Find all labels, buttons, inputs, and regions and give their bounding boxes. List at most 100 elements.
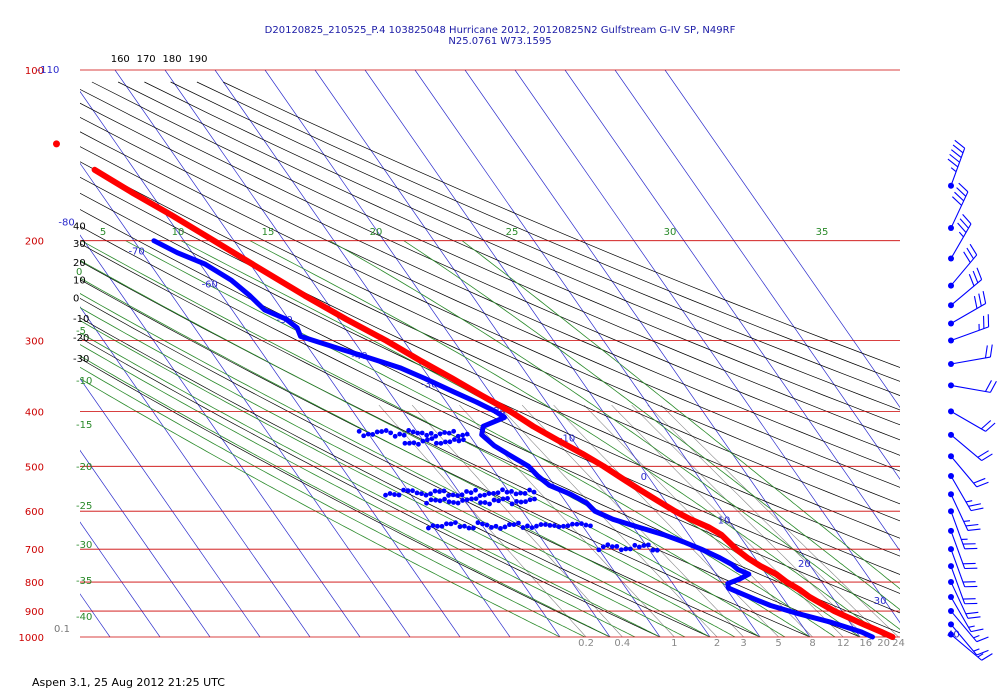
dewpoint-scatter-dot	[356, 428, 362, 434]
isotherm-label: -70	[128, 246, 144, 257]
dewpoint-scatter-dot	[552, 523, 557, 528]
dry-adiabat-label: 0	[73, 294, 79, 305]
dry-adiabat-label: 10	[73, 275, 86, 286]
dewpoint-scatter-dot	[435, 523, 440, 529]
dewpoint-scatter-dot	[468, 490, 474, 496]
pressure-label: 200	[25, 237, 44, 248]
dewpoint-scatter-dot	[583, 522, 589, 528]
dewpoint-scatter-dot	[456, 438, 462, 444]
mixing-ratio-label: 20	[877, 638, 890, 649]
dewpoint-scatter-dot	[387, 491, 393, 496]
dewpoint-scatter-dot	[423, 492, 429, 498]
temperature-isolated-point	[52, 140, 60, 148]
wind-barb-staff	[950, 455, 978, 488]
wind-barb-feather	[954, 191, 965, 202]
wind-barb-feather	[958, 182, 969, 193]
wind-barb	[948, 344, 993, 367]
dewpoint-scatter-dot	[498, 526, 503, 531]
dry-adiabat-line	[80, 131, 900, 505]
dry-adiabat-line	[80, 260, 861, 637]
wind-barb	[948, 527, 978, 570]
dewpoint-scatter-dot	[574, 521, 580, 527]
pressure-label: 500	[25, 462, 44, 473]
dewpoint-scatter-dot	[441, 488, 447, 494]
dewpoint-scatter-dot	[489, 525, 494, 530]
isotherm-line	[314, 70, 711, 637]
dry-adiabat-line	[80, 209, 900, 594]
isotherm-line	[80, 521, 161, 637]
wind-barb	[948, 593, 984, 633]
dewpoint-scatter-dot	[556, 524, 562, 530]
isotherm-label: 10	[718, 515, 731, 526]
dry-adiabat-line	[80, 161, 900, 539]
dry-adiabat-line	[170, 81, 900, 396]
wind-barb-feather	[947, 158, 959, 168]
dewpoint-scatter-dot	[486, 491, 492, 496]
dewpoint-scatter-dot	[452, 437, 457, 442]
wind-barb-feather	[967, 616, 981, 619]
dewpoint-scatter-dot	[450, 492, 456, 498]
wind-barb-feather	[952, 144, 964, 154]
wind-barb-staff	[950, 434, 982, 461]
wind-barb	[948, 453, 989, 488]
wind-barb-half-feather	[965, 500, 973, 503]
dewpoint-scatter-dot	[588, 523, 593, 529]
dry-adiabat-line	[80, 176, 900, 557]
wind-barb-staff	[950, 303, 986, 325]
dewpoint-scatter-dot	[579, 521, 584, 527]
wind-barb-staff	[950, 581, 969, 619]
wind-barb-staff	[950, 191, 969, 229]
dry-adiabat-line	[222, 81, 900, 368]
dewpoint-scatter-dot	[374, 429, 380, 435]
wind-barb-feather	[976, 267, 983, 280]
dewpoint-scatter-dot	[446, 430, 452, 436]
dewpoint-scatter-dot	[428, 430, 434, 436]
dewpoint-scatter-dot	[455, 500, 461, 506]
dewpoint-scatter-dot	[473, 487, 478, 493]
dewpoint-scatter-dot	[513, 491, 519, 497]
isotherm-label: 0	[641, 472, 647, 483]
dewpoint-scatter-dot	[459, 492, 465, 498]
dewpoint-scatter-dot	[433, 497, 438, 503]
dewpoint-scatter-dot	[437, 489, 442, 494]
wind-barb-half-feather	[973, 635, 980, 639]
wind-barbs	[947, 139, 997, 661]
dewpoint-scatter-dot	[437, 498, 443, 504]
moist-adiabat-left-label: 0	[76, 267, 82, 278]
moist-adiabat-line	[180, 240, 861, 637]
mixing-ratio-line	[378, 404, 587, 637]
moist-adiabat-left-label: -5	[76, 326, 86, 337]
pressure-label: 100	[25, 66, 44, 77]
dewpoint-scatter-dot	[388, 430, 394, 436]
dry-adiabat-line	[80, 88, 900, 456]
isotherm-label: -80	[58, 217, 74, 228]
dewpoint-scatter-dot	[451, 500, 456, 505]
isotherm-line	[80, 90, 461, 637]
dewpoint-scatter-dot	[444, 521, 449, 527]
dewpoint-scatter-dot	[516, 520, 521, 526]
theta-top-label: 170	[137, 54, 156, 65]
wind-barb-half-feather	[950, 167, 957, 173]
wind-barb-feather	[962, 214, 972, 225]
wind-barb-feather	[951, 149, 962, 158]
mixing-ratio-line	[497, 404, 718, 637]
dewpoint-scatter-dot	[447, 439, 453, 445]
wind-barb-staff	[950, 384, 991, 393]
isotherm-line	[80, 162, 411, 637]
wind-barb	[948, 380, 997, 393]
moist-adiabat-label: 20	[370, 227, 383, 238]
footer-version: Aspen 3.1, 25 Aug 2012 21:25 UTC	[32, 676, 225, 689]
moist-adiabat-left-label: -15	[76, 420, 92, 431]
dewpoint-scatter-dot	[379, 429, 385, 434]
wind-barb-half-feather	[973, 648, 980, 652]
dry-adiabat-label: -30	[73, 354, 89, 365]
wind-barb-feather	[952, 196, 962, 206]
dewpoint-scatter-dot	[443, 439, 448, 445]
dry-adiabat-line	[80, 225, 900, 614]
dewpoint-scatter-dot	[416, 441, 421, 447]
pressure-label: 1000	[19, 633, 44, 644]
dewpoint-scatter-dot	[523, 499, 528, 505]
dewpoint-scatter-dot	[527, 487, 532, 493]
